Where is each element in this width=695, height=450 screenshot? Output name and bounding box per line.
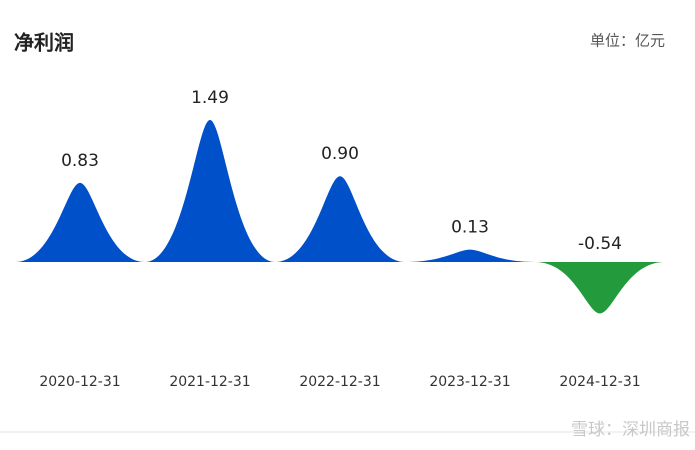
value-label: 0.13 (451, 218, 489, 238)
peak (145, 120, 275, 262)
x-tick-label: 2020-12-31 (39, 374, 120, 390)
x-tick-label: 2021-12-31 (169, 374, 250, 390)
chart-title: 净利润 (14, 31, 74, 55)
value-label: 0.90 (321, 144, 359, 164)
value-label: 0.83 (61, 151, 99, 171)
x-tick-label: 2023-12-31 (429, 374, 510, 390)
watermark: 雪球：深圳商报 (571, 420, 690, 440)
peak (405, 249, 535, 262)
x-tick-label: 2022-12-31 (299, 374, 380, 390)
value-label: -0.54 (578, 234, 622, 254)
unit-label: 单位：亿元 (590, 32, 665, 50)
value-label: 1.49 (191, 88, 229, 108)
peak (275, 176, 405, 262)
peak (535, 262, 665, 314)
x-tick-label: 2024-12-31 (559, 374, 640, 390)
peak (15, 182, 145, 262)
